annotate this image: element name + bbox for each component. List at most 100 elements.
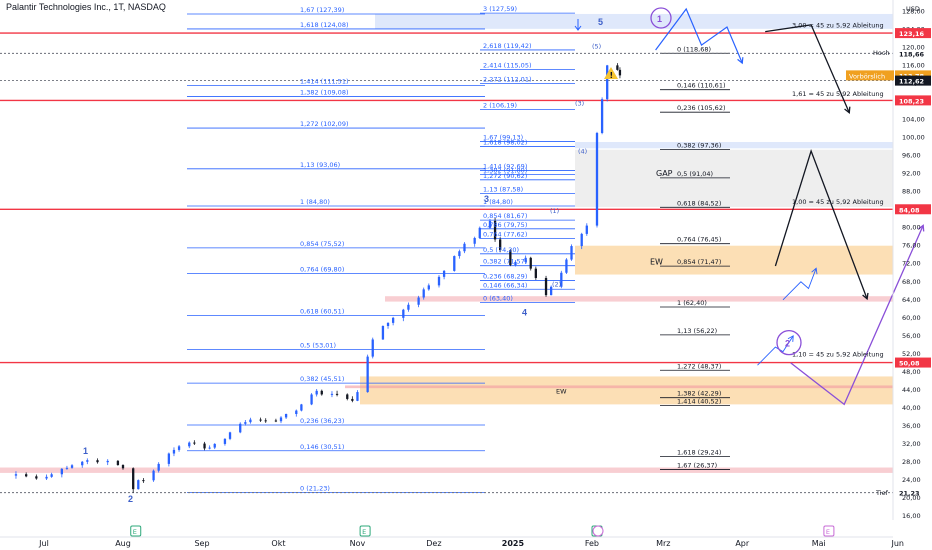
x-tick-label: Dez bbox=[426, 539, 441, 548]
candle-body bbox=[188, 442, 191, 447]
projection-black-main bbox=[765, 24, 850, 113]
fib-mid-label: 0,764 (77,62) bbox=[483, 230, 527, 238]
candle-body bbox=[228, 432, 232, 439]
x-tick-label: Nov bbox=[350, 539, 366, 548]
fib-mid-label: 1,382 (91,80) bbox=[483, 166, 527, 174]
fib-left-label: 0 (21,23) bbox=[300, 485, 330, 493]
zone-top-band bbox=[375, 13, 893, 29]
candle-body bbox=[259, 419, 262, 421]
earnings-marker bbox=[823, 525, 835, 537]
fib-left-label: 1,382 (109,08) bbox=[300, 89, 349, 97]
price-badge-label: 108,23 bbox=[899, 97, 924, 105]
sub-5-label: (5) bbox=[592, 43, 601, 51]
price-plain-label: 21,23 bbox=[899, 490, 920, 498]
candle-body bbox=[442, 270, 446, 277]
y-tick-label: 96,00 bbox=[902, 152, 921, 160]
price-badge bbox=[895, 75, 931, 86]
tief-label: Tief bbox=[875, 489, 889, 497]
candle-body bbox=[45, 476, 48, 479]
candle-body bbox=[35, 476, 38, 479]
candle-body bbox=[560, 272, 563, 287]
fib-left-label: 0,382 (45,51) bbox=[300, 375, 344, 383]
candle-body bbox=[595, 132, 599, 226]
candle-body bbox=[524, 257, 527, 262]
fib-mid-label: 2,414 (115,05) bbox=[483, 62, 532, 70]
price-badge bbox=[895, 204, 931, 215]
candle-body bbox=[356, 392, 359, 401]
projection-blue-small-1-head bbox=[811, 267, 818, 275]
fib-left-label: 1,67 (127,39) bbox=[300, 6, 344, 14]
fib-right-label: 0,236 (105,62) bbox=[677, 104, 726, 112]
ew-lower-label: EW bbox=[556, 388, 567, 396]
candle-body bbox=[315, 390, 318, 395]
candle-body bbox=[453, 256, 456, 271]
wave-4-label: 4 bbox=[522, 308, 527, 318]
fib-left-label: 0,854 (75,52) bbox=[300, 240, 344, 248]
candle-body bbox=[422, 289, 425, 298]
x-tick-label: Mrz bbox=[656, 539, 670, 548]
candle-body bbox=[152, 470, 155, 481]
price-badge-label: 112,62 bbox=[899, 78, 924, 86]
candle-body bbox=[391, 317, 395, 323]
y-tick-label: 104,00 bbox=[902, 115, 925, 123]
x-tick-label: Mai bbox=[812, 539, 826, 548]
ew-upper-label: EW bbox=[650, 258, 663, 267]
candle-body bbox=[177, 446, 181, 450]
y-tick-label: 60,00 bbox=[902, 314, 921, 322]
projection-blue-top bbox=[655, 7, 743, 64]
candle-body bbox=[116, 460, 120, 466]
y-tick-label: 20,00 bbox=[902, 494, 921, 502]
fib-right-label: 0,764 (76,45) bbox=[677, 236, 721, 244]
y-tick-label: 36,00 bbox=[902, 422, 921, 430]
candle-body bbox=[493, 220, 497, 240]
candle-body bbox=[616, 65, 619, 70]
candle-body bbox=[417, 297, 420, 305]
candle-body bbox=[65, 467, 69, 469]
fib-mid-label: 0,854 (81,67) bbox=[483, 212, 527, 220]
candle-body bbox=[239, 423, 242, 433]
earnings-marker-label: E bbox=[362, 528, 366, 536]
candle-body bbox=[284, 413, 288, 418]
hoch-label: Hoch bbox=[873, 49, 890, 57]
candle-body bbox=[606, 65, 609, 100]
candle-body bbox=[142, 480, 145, 482]
ableitung-top-label: 3,00 = 45 zu 5,92 Ableitung bbox=[792, 21, 884, 29]
earnings-marker bbox=[130, 525, 142, 537]
earnings-marker bbox=[359, 525, 371, 537]
wave-2-circle-label: 2 bbox=[785, 339, 790, 349]
fib-mid-label: 0,5 (74,20) bbox=[483, 246, 519, 254]
candle-body bbox=[544, 277, 548, 296]
zone-blue-strip bbox=[575, 142, 893, 149]
fib-left-label: 0,5 (53,01) bbox=[300, 341, 336, 349]
projection-black-lower bbox=[774, 149, 868, 300]
dividend-marker-icon bbox=[592, 525, 604, 537]
sub-3-label: (3) bbox=[575, 99, 584, 107]
candle-body bbox=[366, 356, 369, 393]
candle-body bbox=[427, 285, 430, 290]
candle-body bbox=[473, 237, 476, 244]
candle-body bbox=[458, 251, 461, 257]
projection-blue-small-1 bbox=[782, 268, 817, 301]
candle-body bbox=[618, 69, 622, 76]
x-tick-label: Feb bbox=[585, 539, 599, 548]
candle-body bbox=[244, 422, 247, 424]
y-tick-label: 120,00 bbox=[902, 43, 925, 51]
zone-gap bbox=[575, 149, 893, 207]
price-badge-label: 123,16 bbox=[899, 30, 925, 38]
fib-mid-label: 0,236 (68,29) bbox=[483, 272, 527, 280]
ableitung-108-label: 1,61 = 45 zu 5,92 Ableitung bbox=[792, 90, 884, 98]
fib-mid-label: 3 (127,59) bbox=[483, 5, 517, 13]
candle-body bbox=[86, 460, 89, 462]
candle-body bbox=[25, 474, 28, 477]
candle-body bbox=[407, 304, 410, 310]
y-tick-label: 44,00 bbox=[902, 386, 921, 394]
fib-mid-label: 1,13 (87,58) bbox=[483, 185, 523, 193]
sub-4-label: (4) bbox=[578, 147, 587, 155]
ableitung-50-label: 1,10 = 45 zu 5,92 Ableitung bbox=[792, 351, 884, 359]
candle-body bbox=[580, 233, 583, 247]
candle-body bbox=[274, 420, 278, 422]
fib-right-label: 1 (62,40) bbox=[677, 299, 707, 307]
fib-mid-label: 2,618 (119,42) bbox=[483, 42, 532, 50]
